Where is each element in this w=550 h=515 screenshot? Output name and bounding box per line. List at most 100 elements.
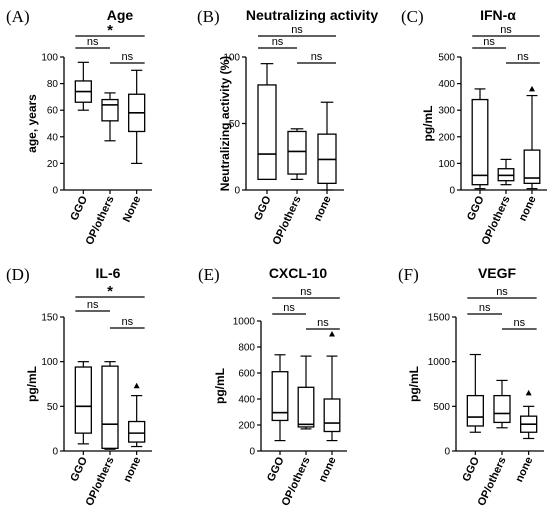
box-iqr [523,149,541,185]
y-axis-label: pg/mL [213,368,227,404]
y-tick-label: 100 [438,159,455,170]
category-label: none [312,194,334,223]
panel-3: (C) IFN-α0100200300400500pg/mLGGOOP/other… [401,7,547,247]
y-tick-label: 50 [47,402,59,413]
panel-5: (E) CXCL-1002004006008001000pg/mLGGOOP/ot… [198,265,347,508]
significance-label: ns [317,317,329,329]
y-tick-label: 0 [234,186,240,197]
panel-letter: (B) [197,7,220,26]
box-iqr [493,394,511,424]
significance-label: ns [291,24,303,36]
significance-label: ns [87,36,99,48]
y-tick-label: 150 [41,313,58,324]
category-label: GGO [265,455,287,484]
box-iqr [471,98,489,186]
category-label: none [317,455,339,484]
significance-label: ns [517,51,529,63]
y-axis-label: pg/mL [25,366,39,402]
y-tick-label: 1500 [428,313,451,324]
category-label: none [513,455,535,484]
box-iqr [101,98,119,122]
box-iqr [74,366,92,434]
significance-label: ns [87,299,99,311]
outlier-marker [329,331,335,337]
y-tick-label: 200 [238,421,255,432]
category-label: GGO [68,194,90,223]
box-1 [271,354,289,442]
box-2 [101,92,119,142]
significance-label: * [107,283,113,300]
y-tick-label: 500 [433,402,450,413]
y-tick-label: 1000 [428,357,451,368]
y-tick-label: 300 [438,106,455,117]
category-label: none [121,455,143,484]
box-iqr [466,394,484,427]
box-1 [74,361,92,445]
y-tick-label: 40 [47,132,59,143]
significance-label: ns [300,286,312,298]
category-label: none [517,194,539,223]
chart-title: Neutralizing activity [246,7,378,23]
chart-title: IL-6 [96,265,121,281]
significance-label: ns [122,316,134,328]
significance-label: ns [311,51,323,63]
category-label: GGO [460,455,482,484]
box-iqr [297,386,315,428]
significance-label: ns [283,302,295,314]
box-iqr [323,398,341,433]
y-axis-label: pg/mL [421,106,435,142]
y-tick-label: 600 [238,369,255,380]
outlier-marker [133,382,140,389]
box-3 [523,85,541,190]
box-2 [497,158,515,186]
outlier-marker [525,389,532,396]
chart-title: IFN-α [480,7,516,23]
box-iqr [271,371,289,422]
box-iqr [287,130,307,175]
significance-label: ns [272,36,284,48]
y-tick-label: 60 [47,106,59,117]
panel-letter: (A) [6,7,30,26]
y-tick-label: 400 [238,395,255,406]
significance-label: * [107,22,113,39]
y-tick-label: 100 [41,357,58,368]
chart-title: CXCL-10 [269,265,328,281]
significance-label: ns [483,36,495,48]
panel-2: (B) Neutralizing activity 0 50 100Neutralizi… [197,7,378,247]
category-label: GGO [252,194,274,223]
y-tick-label: 800 [238,343,255,354]
y-tick-label: 400 [438,79,455,90]
y-tick-label: 1000 [233,317,256,328]
box-2 [101,361,119,450]
panel-letter: (E) [198,265,220,284]
y-tick-label: 200 [438,132,455,143]
significance-label: ns [496,286,508,298]
y-tick-label: 0 [52,447,58,458]
y-tick-label: 500 [438,53,455,64]
y-tick-label: 0 [444,447,450,458]
box-2 [287,128,307,180]
y-tick-label: 100 [41,53,58,64]
significance-label: ns [500,24,512,36]
category-label: GGO [465,194,487,223]
y-tick-label: 80 [47,79,59,90]
panel-letter: (C) [401,7,424,26]
y-tick-label: 20 [47,159,59,170]
box-3 [128,69,146,164]
panel-letter: (D) [6,265,30,284]
y-tick-label: 50 [229,119,241,130]
box-3 [317,101,337,191]
outlier-marker [529,85,535,92]
box-3 [128,382,146,448]
box-iqr [128,420,146,443]
y-tick-label: 0 [449,186,455,197]
significance-label: ns [514,317,526,329]
box-1 [257,63,277,181]
box-iqr [101,365,119,449]
category-label: GGO [68,455,90,484]
box-2 [297,355,315,430]
